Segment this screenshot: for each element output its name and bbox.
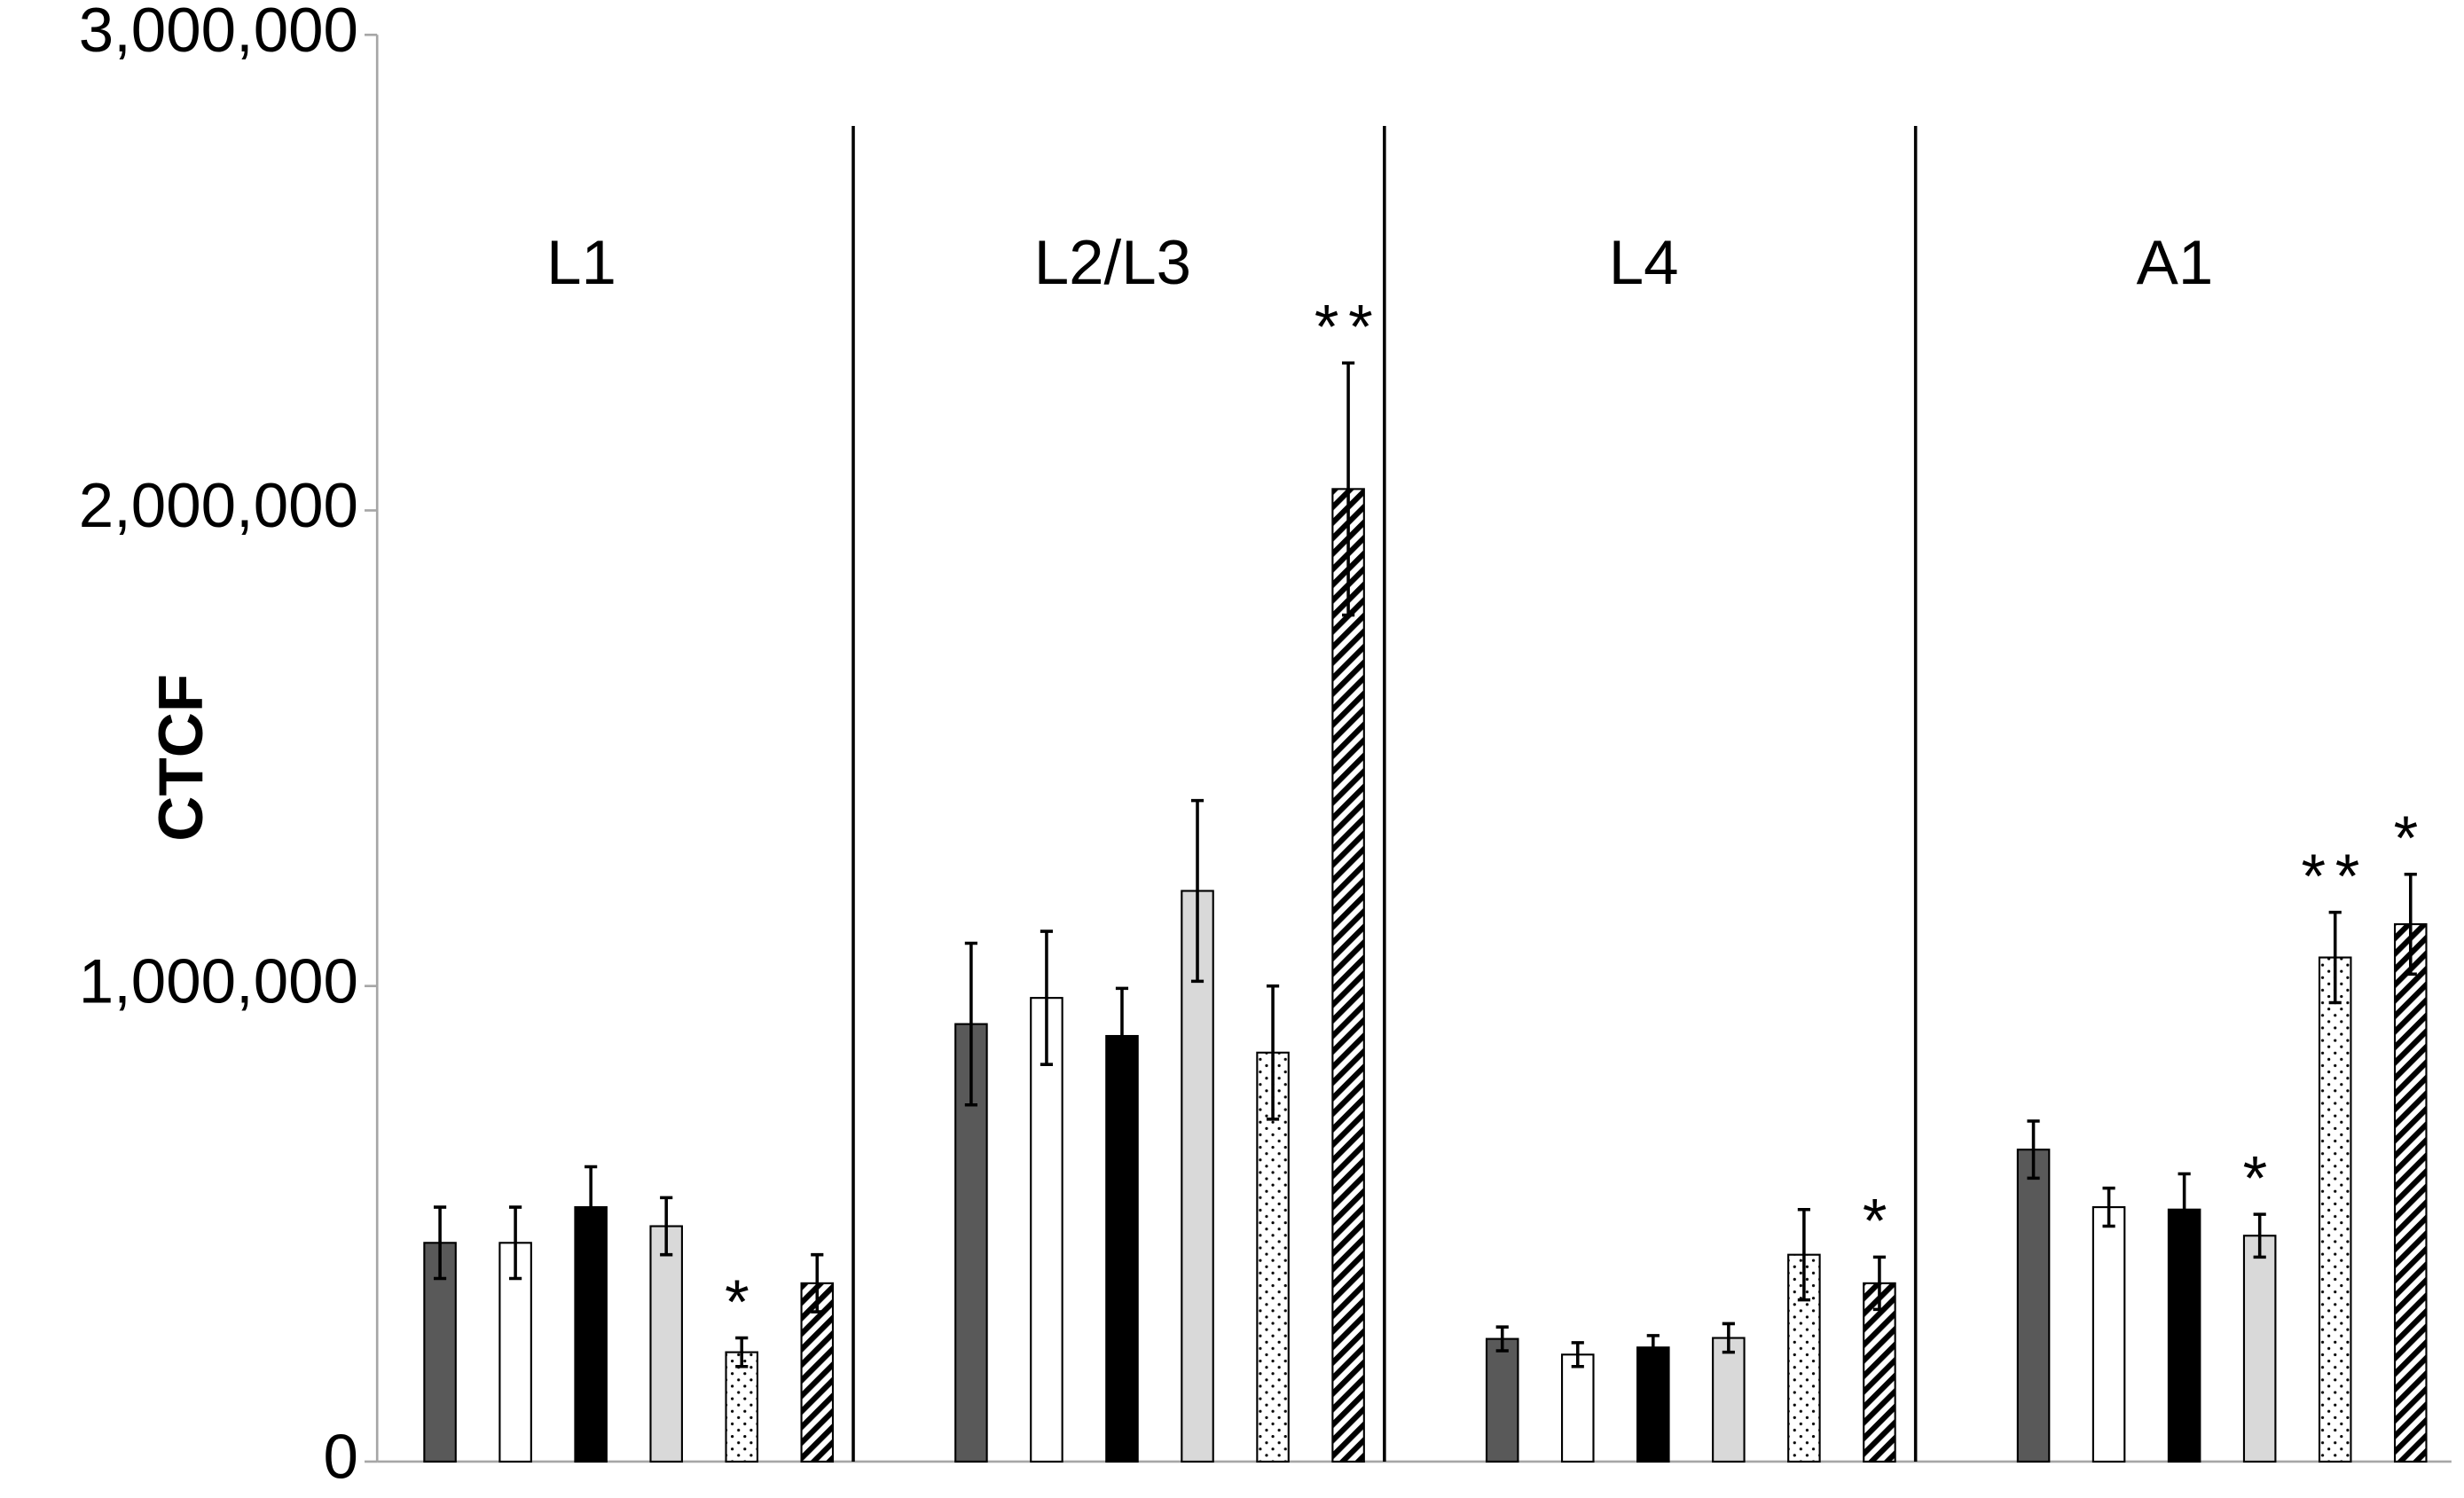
bar (2016, 1149, 2051, 1463)
error-bar (964, 941, 977, 1107)
bar (1256, 1051, 1290, 1463)
group-label: L4 (1609, 228, 1679, 298)
error-bar (1040, 929, 1054, 1066)
error-bar (1646, 1334, 1660, 1361)
error-bar (509, 1205, 522, 1281)
bar (649, 1225, 683, 1463)
significance-label: * (2243, 1143, 2277, 1213)
y-axis-label: CTCF (146, 674, 216, 842)
y-tick-label: 3,000,000 (79, 0, 358, 66)
error-bar (1495, 1325, 1509, 1353)
bar (1560, 1353, 1595, 1463)
error-bar (1797, 1207, 1810, 1302)
error-bar (585, 1165, 598, 1250)
error-bar (660, 1196, 673, 1257)
error-bar (2178, 1172, 2191, 1247)
bar (2393, 922, 2428, 1463)
bar (1105, 1034, 1139, 1463)
group-label: L2/L3 (1034, 228, 1191, 298)
error-bar (1571, 1341, 1584, 1369)
bar (1712, 1337, 1746, 1463)
bar (1787, 1253, 1821, 1463)
error-bar (1115, 986, 1129, 1086)
significance-label: * (725, 1267, 758, 1337)
bar (1030, 997, 1063, 1463)
bar (2091, 1206, 2126, 1463)
error-bar (2253, 1212, 2266, 1259)
error-bar (1342, 361, 1355, 617)
significance-label: ** (1314, 293, 1382, 363)
group-label: A1 (2137, 228, 2214, 298)
bar (2318, 956, 2352, 1463)
error-bar (2027, 1119, 2040, 1180)
bar (2167, 1208, 2201, 1463)
y-tick-label: 2,000,000 (79, 471, 358, 541)
significance-label: ** (2302, 842, 2369, 912)
error-bar (433, 1205, 447, 1281)
error-bar (735, 1336, 749, 1369)
bar (2242, 1235, 2277, 1463)
error-bar (811, 1252, 824, 1314)
bar (1331, 488, 1365, 1463)
error-bar (2404, 872, 2417, 976)
group-label: L1 (546, 228, 616, 298)
error-bar (2102, 1186, 2115, 1228)
bar (1181, 890, 1214, 1463)
error-bar (1190, 798, 1205, 984)
y-tick-label: 0 (324, 1423, 358, 1493)
significance-label: * (2394, 804, 2428, 874)
significance-label: * (1863, 1187, 1896, 1257)
y-tick-label: 1,000,000 (79, 946, 358, 1016)
bar (1863, 1282, 1896, 1463)
bar (574, 1206, 608, 1463)
bar (725, 1351, 759, 1463)
error-bar (1722, 1322, 1735, 1354)
error-bar (1266, 984, 1280, 1121)
error-bar (1872, 1255, 1887, 1312)
error-bar (2328, 910, 2342, 1005)
bar (1485, 1337, 1519, 1463)
bar (1636, 1346, 1670, 1463)
